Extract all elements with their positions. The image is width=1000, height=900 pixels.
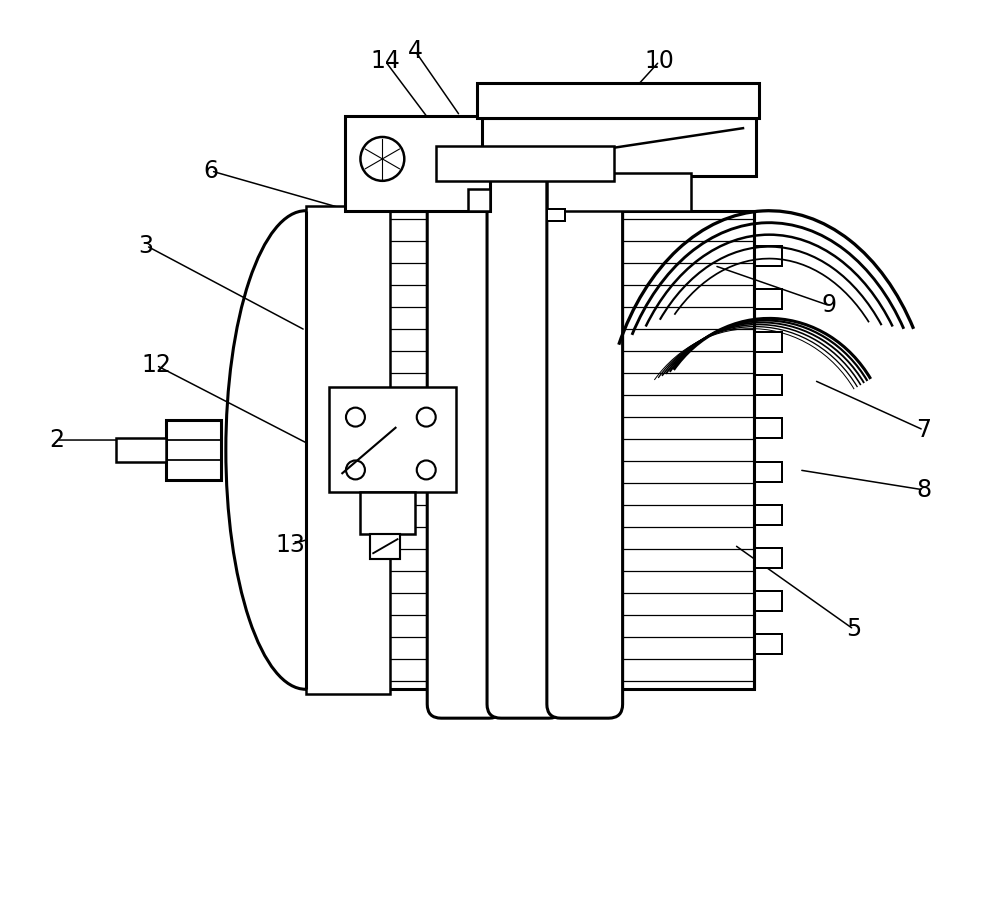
Circle shape [346, 461, 365, 480]
Bar [482, 118, 756, 176]
Text: 10: 10 [645, 50, 674, 73]
Bar [360, 492, 415, 534]
Bar [754, 591, 782, 611]
Text: 4: 4 [408, 40, 423, 63]
FancyBboxPatch shape [487, 162, 563, 718]
Circle shape [417, 408, 436, 427]
Bar [754, 418, 782, 438]
Bar [166, 420, 221, 480]
Text: 7: 7 [916, 418, 931, 442]
Bar [370, 534, 400, 559]
Bar [345, 116, 490, 211]
Bar [547, 173, 691, 211]
Bar [306, 211, 754, 689]
Text: 5: 5 [846, 617, 862, 642]
Bar [116, 437, 166, 463]
Bar [329, 387, 456, 492]
Circle shape [346, 408, 365, 427]
Bar [306, 206, 390, 694]
Bar [468, 189, 490, 211]
Text: 3: 3 [139, 234, 154, 257]
Bar [436, 146, 614, 181]
Text: 2: 2 [49, 428, 64, 452]
Bar [547, 209, 565, 220]
Text: 8: 8 [916, 478, 931, 502]
Text: 12: 12 [141, 354, 171, 377]
Circle shape [417, 461, 436, 480]
Text: 6: 6 [203, 159, 218, 183]
FancyBboxPatch shape [547, 162, 623, 718]
Ellipse shape [226, 211, 385, 689]
FancyBboxPatch shape [427, 162, 503, 718]
Bar [754, 246, 782, 266]
Circle shape [360, 137, 404, 181]
Bar [754, 548, 782, 568]
Bar [754, 634, 782, 654]
Bar [754, 332, 782, 352]
Bar [477, 83, 759, 118]
Text: 13: 13 [276, 533, 306, 557]
Text: 14: 14 [370, 50, 400, 73]
Text: 9: 9 [821, 293, 836, 318]
Bar [754, 375, 782, 395]
Bar [754, 289, 782, 309]
Bar [754, 462, 782, 482]
Bar [754, 505, 782, 525]
